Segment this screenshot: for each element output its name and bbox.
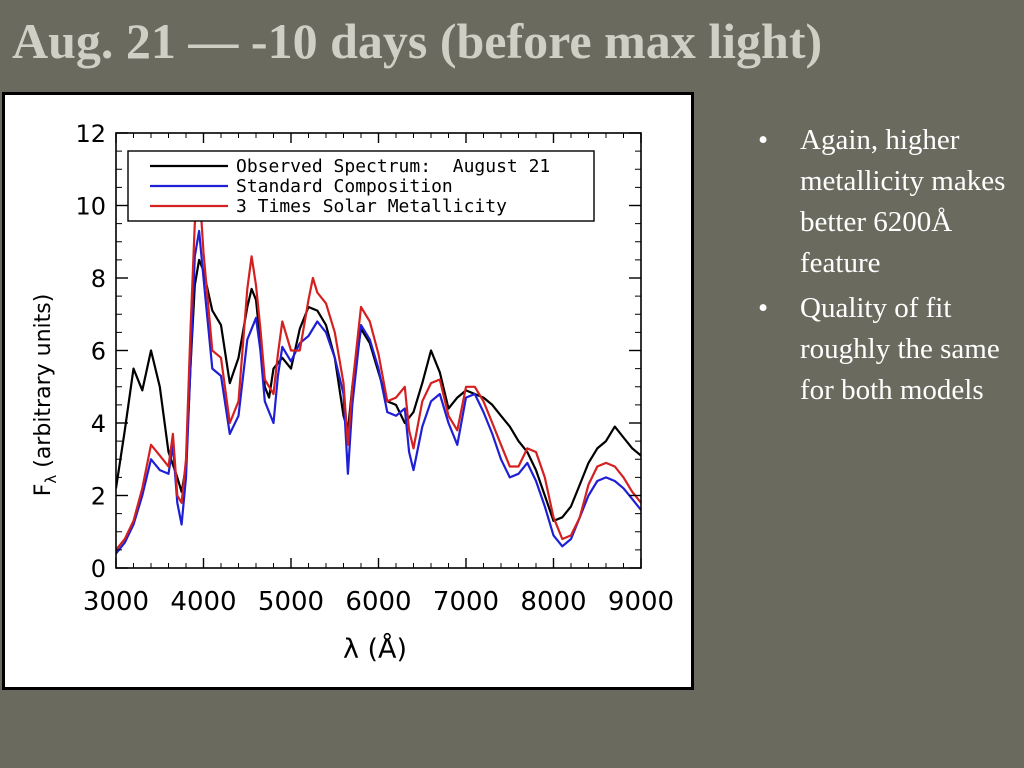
bullet-glyph: • <box>758 292 769 324</box>
spectrum-chart: 3000 4000 5000 6000 7000 8000 9000 0 2 4 6 8 10 12 Ob… <box>31 120 674 665</box>
y-axis-label-rest: (arbitrary units) <box>31 294 56 475</box>
legend-label-2: Standard Composition <box>236 176 453 197</box>
y-tick-label: 0 <box>91 555 106 583</box>
bullet-text: Quality of fit roughly the same for both… <box>800 292 1000 406</box>
x-tick-label: 8000 <box>520 587 586 617</box>
bullet-text: Again, higher metallicity makes better 6… <box>800 124 1006 279</box>
y-tick-label: 10 <box>75 193 106 221</box>
bullet-item: • Again, higher metallicity makes better … <box>758 120 1008 284</box>
y-axis-label-main: F <box>31 484 56 497</box>
series-line-1 <box>116 258 641 522</box>
y-tick-label: 4 <box>91 410 106 438</box>
x-tick-label: 3000 <box>83 587 149 617</box>
slide-title: Aug. 21 — -10 days (before max light) <box>12 13 823 69</box>
y-axis-label: Fλ (arbitrary units) <box>31 294 60 497</box>
y-tick-label: 2 <box>91 483 106 511</box>
chart-frame: 3000 4000 5000 6000 7000 8000 9000 0 2 4 6 8 10 12 Ob… <box>2 92 694 690</box>
y-axis-label-subscript: λ <box>42 475 60 484</box>
y-tick-label: 8 <box>91 265 106 293</box>
svg-text:Fλ (arbitrary units): Fλ (arbitrary units) <box>31 294 60 497</box>
x-axis-label: λ (Å) <box>343 633 407 665</box>
x-tick-label: 7000 <box>433 587 499 617</box>
x-tick-label: 6000 <box>345 587 411 617</box>
legend-label-3: 3 Times Solar Metallicity <box>236 196 507 217</box>
series-line-3 <box>116 182 641 551</box>
y-tick-label: 12 <box>75 120 106 148</box>
x-tick-label: 4000 <box>170 587 236 617</box>
x-tick-label: 9000 <box>608 587 674 617</box>
bullet-list: • Again, higher metallicity makes better … <box>758 120 1008 415</box>
bullet-glyph: • <box>758 124 769 156</box>
x-tick-label: 5000 <box>258 587 324 617</box>
series-line-2 <box>116 229 641 555</box>
legend-label-1: Observed Spectrum: August 21 <box>236 156 550 177</box>
y-tick-label: 6 <box>91 338 106 366</box>
bullet-item: • Quality of fit roughly the same for bot… <box>758 288 1008 411</box>
